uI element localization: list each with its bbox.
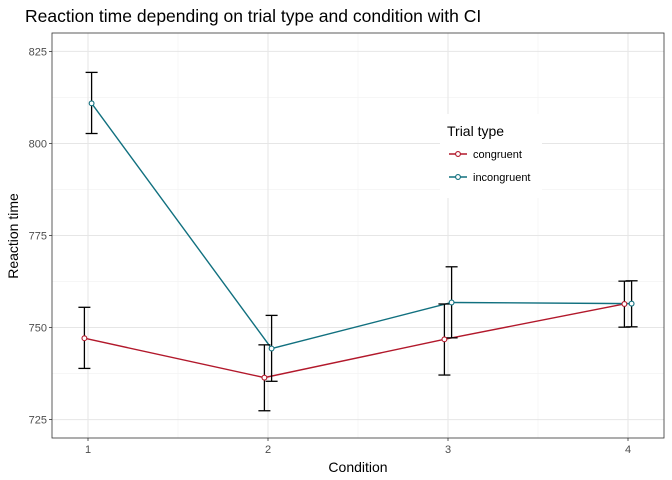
legend: Trial type congruent incongruent [440,114,542,198]
x-tick-label: 3 [445,444,451,456]
y-tick-label: 750 [29,323,47,335]
data-point-congruent [441,336,448,343]
x-axis-title: Condition [328,459,387,475]
legend-key-point-congruent [455,151,461,157]
x-axis: 1 2 3 4 [85,438,631,456]
data-point-incongruent [268,345,275,352]
point-layer [81,100,635,381]
y-tick-label: 825 [29,46,47,58]
legend-key-point-incongruent [455,174,461,180]
data-point-incongruent [628,300,635,307]
x-tick-label: 2 [265,444,271,456]
series-layer [84,102,632,379]
y-tick-label: 775 [29,231,47,243]
series-line-congruent [84,303,625,379]
chart-title: Reaction time depending on trial type an… [25,6,481,26]
y-axis: 725 750 775 800 825 [29,46,52,427]
legend-title: Trial type [447,123,504,139]
legend-label-incongruent: incongruent [473,172,531,184]
data-point-incongruent [448,299,455,306]
data-point-congruent [261,374,268,381]
data-point-congruent [621,301,628,307]
y-axis-title: Reaction time [5,193,21,279]
series-line-incongruent [91,102,632,350]
plot-panel [51,32,665,439]
x-tick-label: 1 [85,444,91,456]
y-tick-label: 725 [29,415,47,427]
legend-label-congruent: congruent [473,149,522,161]
legend-items: congruent incongruent [449,149,531,184]
data-point-incongruent [88,100,95,107]
data-point-congruent [81,335,88,342]
grid-major [52,33,664,438]
x-tick-label: 4 [625,444,631,456]
y-tick-label: 800 [29,138,47,150]
